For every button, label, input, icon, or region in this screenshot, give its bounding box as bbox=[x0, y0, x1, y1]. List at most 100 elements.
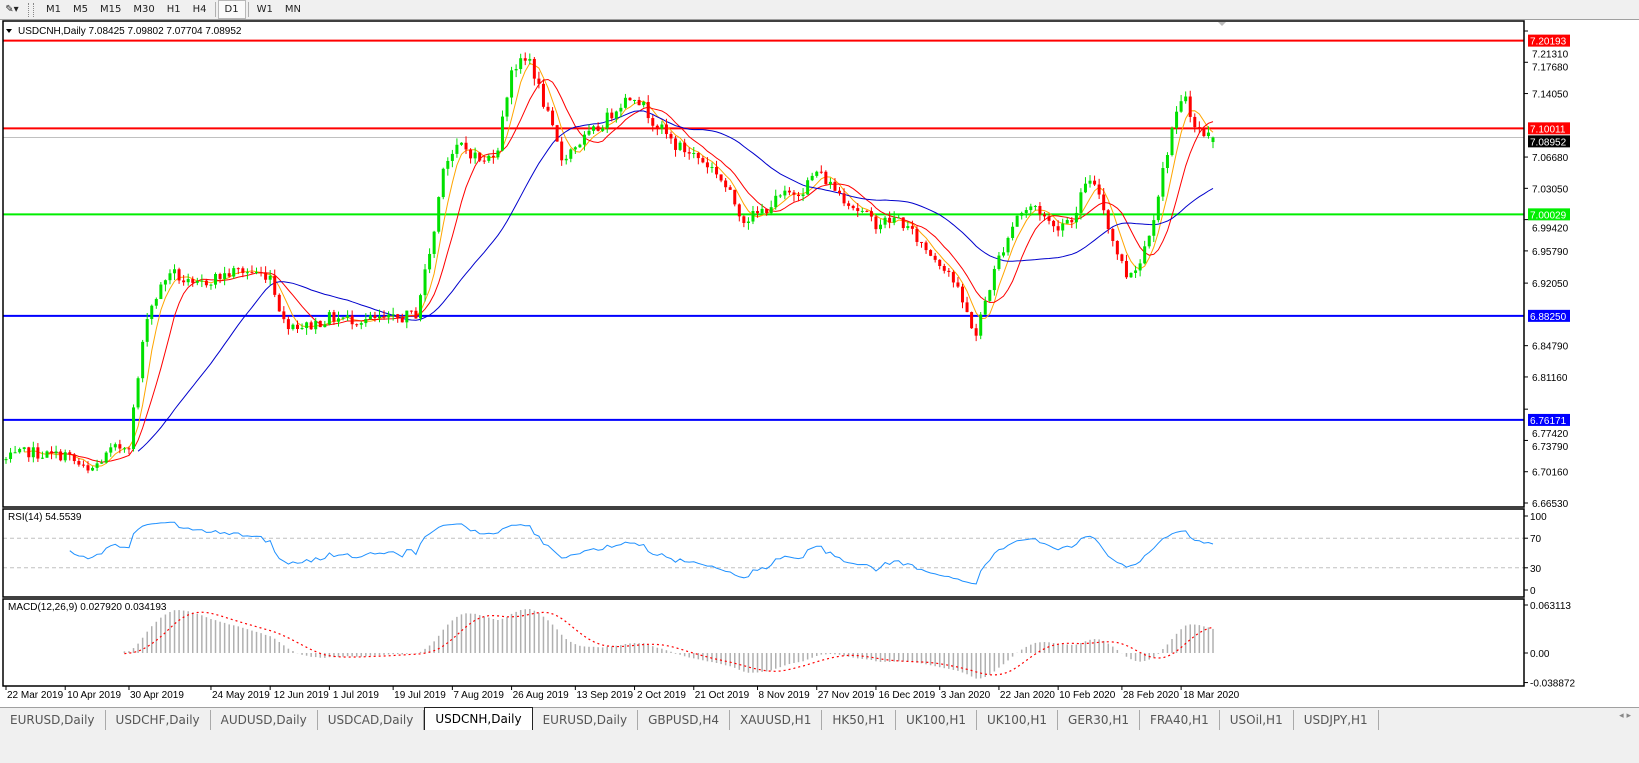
chart-area[interactable]: 7.20193 7.10011 7.00029 6.88250 6.76171 7.089… bbox=[0, 0, 1639, 708]
candle bbox=[437, 196, 441, 234]
candle-body bbox=[623, 97, 627, 108]
level-price-label: 7.00029 bbox=[1530, 210, 1567, 221]
candle-body bbox=[1129, 272, 1133, 278]
chart-tab[interactable]: UK100,H1 bbox=[896, 710, 977, 730]
candle bbox=[724, 178, 728, 192]
candle bbox=[742, 215, 746, 228]
timeframe-h1[interactable]: H1 bbox=[166, 4, 181, 15]
candle bbox=[72, 453, 76, 465]
timeframe-d1[interactable]: D1 bbox=[217, 0, 246, 19]
candle bbox=[350, 310, 354, 330]
candle bbox=[1038, 202, 1042, 221]
candle-body bbox=[255, 272, 259, 274]
candle-body bbox=[450, 153, 454, 161]
candle-body bbox=[323, 324, 327, 328]
timeframe-m5[interactable]: M5 bbox=[73, 4, 88, 15]
candle-body bbox=[933, 255, 937, 260]
date-tick-label: 27 Nov 2019 bbox=[818, 690, 875, 701]
candle bbox=[1156, 194, 1160, 223]
main-pane[interactable] bbox=[3, 39, 1524, 474]
chart-tab[interactable]: USDJPY,H1 bbox=[1294, 710, 1379, 730]
candle bbox=[1138, 259, 1142, 277]
candle bbox=[582, 131, 586, 151]
candle-body bbox=[810, 175, 814, 181]
candle bbox=[860, 207, 864, 214]
candle bbox=[528, 53, 532, 65]
candle-body bbox=[696, 153, 700, 159]
rsi-tick-label: 70 bbox=[1530, 534, 1542, 545]
candle bbox=[1184, 91, 1188, 104]
candle bbox=[136, 376, 140, 410]
candle bbox=[291, 323, 295, 331]
timeframe-m1[interactable]: M1 bbox=[46, 4, 61, 15]
candle-body bbox=[628, 97, 632, 101]
chart-tab[interactable]: USDCNH,Daily bbox=[424, 707, 533, 730]
chart-tab[interactable]: GER30,H1 bbox=[1058, 710, 1140, 730]
candle bbox=[245, 268, 249, 280]
chart-shift-marker-icon[interactable] bbox=[1218, 22, 1226, 26]
candle bbox=[100, 459, 104, 464]
candle bbox=[218, 272, 222, 284]
candle bbox=[705, 157, 709, 174]
chart-tab[interactable]: XAUUSD,H1 bbox=[730, 710, 823, 730]
chart-tab[interactable]: EURUSD,Daily bbox=[533, 710, 639, 730]
header-triangle-icon[interactable] bbox=[6, 29, 12, 33]
level-price-label: 6.88250 bbox=[1530, 312, 1567, 323]
candle-body bbox=[815, 171, 819, 176]
chart-tab[interactable]: USDCHF,Daily bbox=[106, 710, 211, 730]
candle-body bbox=[897, 217, 901, 219]
candle-body bbox=[132, 407, 136, 449]
candle-body bbox=[1120, 254, 1124, 261]
timeframe-h4[interactable]: H4 bbox=[192, 4, 207, 15]
candle-body bbox=[578, 144, 582, 148]
candle bbox=[464, 136, 468, 154]
candle bbox=[701, 155, 705, 164]
chart-tab[interactable]: HK50,H1 bbox=[822, 710, 896, 730]
candle-body bbox=[159, 284, 163, 300]
tab-scroll-arrows-icon[interactable]: ◂ ▸ bbox=[1619, 711, 1631, 721]
chart-tab[interactable]: AUDUSD,Daily bbox=[211, 710, 318, 730]
candle bbox=[359, 321, 363, 330]
candle-body bbox=[1033, 205, 1037, 207]
candle-body bbox=[888, 217, 892, 223]
candle bbox=[405, 310, 409, 329]
candle-body bbox=[1188, 96, 1192, 117]
chart-tab[interactable]: GBPUSD,H4 bbox=[638, 710, 730, 730]
candle-body bbox=[505, 97, 509, 117]
toolbar-grip[interactable] bbox=[28, 2, 34, 17]
timeframe-m30[interactable]: M30 bbox=[133, 4, 155, 15]
candle bbox=[783, 185, 787, 200]
drawing-tools-icon[interactable]: ✎▾ bbox=[5, 4, 19, 15]
candle bbox=[396, 313, 400, 323]
candle bbox=[400, 313, 404, 323]
candle bbox=[746, 217, 750, 230]
rsi-pane[interactable] bbox=[3, 521, 1524, 585]
candle-body bbox=[1193, 116, 1197, 128]
timeframe-w1[interactable]: W1 bbox=[256, 4, 273, 15]
chart-tab[interactable]: USDCAD,Daily bbox=[318, 710, 425, 730]
candle-body bbox=[72, 454, 76, 462]
candle-body bbox=[546, 106, 550, 111]
chart-tab[interactable]: USOil,H1 bbox=[1220, 710, 1294, 730]
chart-tab[interactable]: EURUSD,Daily bbox=[0, 710, 106, 730]
candle-body bbox=[674, 138, 678, 150]
candle-body bbox=[838, 190, 842, 194]
candle-body bbox=[368, 315, 372, 320]
candle-body bbox=[1083, 183, 1087, 193]
candle bbox=[769, 200, 773, 216]
candle-body bbox=[259, 272, 263, 274]
timeframe-m15[interactable]: M15 bbox=[100, 4, 122, 15]
candle bbox=[1020, 211, 1024, 220]
candle-body bbox=[532, 58, 536, 79]
candle-body bbox=[241, 268, 245, 273]
candle-body bbox=[924, 242, 928, 251]
candle-body bbox=[469, 149, 473, 159]
macd-pane[interactable] bbox=[123, 609, 1214, 679]
candle-body bbox=[273, 275, 277, 295]
chart-tab[interactable]: UK100,H1 bbox=[977, 710, 1059, 730]
candle-body bbox=[587, 130, 591, 135]
candle bbox=[869, 207, 873, 222]
chart-tab[interactable]: FRA40,H1 bbox=[1140, 710, 1220, 730]
timeframe-mn[interactable]: MN bbox=[284, 4, 301, 15]
candle bbox=[232, 265, 236, 279]
